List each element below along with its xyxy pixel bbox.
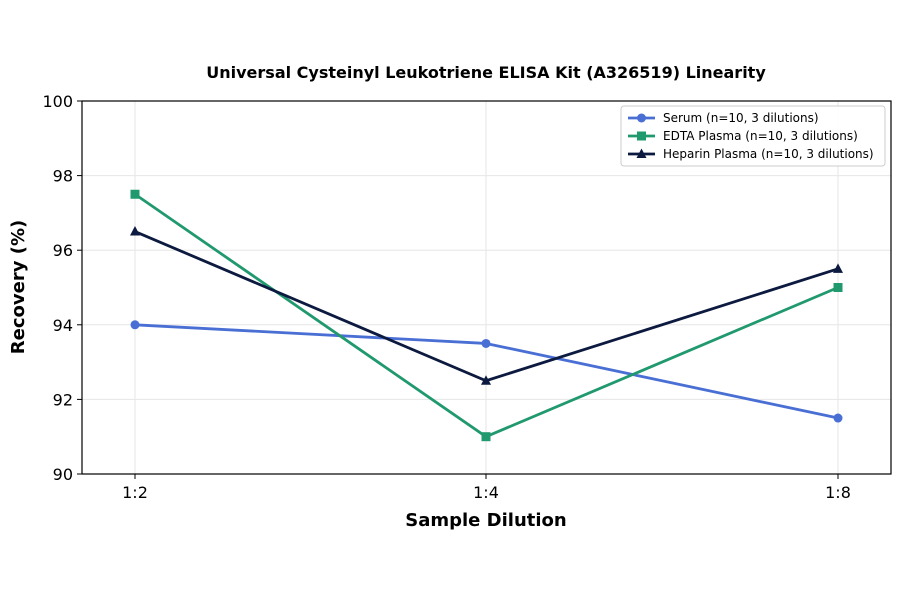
legend-label: Heparin Plasma (n=10, 3 dilutions)	[663, 147, 874, 161]
chart-title: Universal Cysteinyl Leukotriene ELISA Ki…	[206, 63, 766, 82]
data-point	[481, 375, 491, 385]
data-point	[481, 432, 491, 442]
data-point	[130, 226, 140, 236]
legend-marker	[637, 131, 646, 141]
data-point	[833, 263, 843, 273]
x-tick-label: 1:4	[473, 483, 499, 502]
series-circle-group	[130, 320, 843, 423]
series-layer	[130, 189, 843, 442]
data-point	[130, 320, 140, 330]
legend-marker	[637, 113, 646, 123]
y-tick-label: 94	[53, 316, 73, 335]
x-axis-label: Sample Dilution	[405, 510, 566, 531]
data-point	[833, 413, 843, 423]
data-point	[833, 283, 843, 292]
series-square-group	[130, 189, 843, 442]
legend: Serum (n=10, 3 dilutions) EDTA Plasma (n=…	[620, 105, 886, 167]
y-tick-label: 96	[53, 241, 73, 260]
data-point	[130, 189, 140, 199]
y-tick-label: 98	[53, 167, 73, 186]
data-point	[481, 338, 491, 348]
legend-box	[620, 105, 886, 167]
series-triangle-group	[130, 226, 843, 385]
x-tick-label: 1:2	[122, 483, 148, 502]
y-axis-label: Recovery (%)	[8, 220, 29, 354]
x-tick-label: 1:8	[825, 483, 851, 502]
y-tick-label: 90	[53, 465, 73, 484]
y-tick-label: 100	[42, 92, 73, 111]
tick-layer: 90 92 94 96 98 100 1:2 1:4 1:8	[42, 92, 850, 502]
legend-marker	[636, 148, 647, 158]
legend-label: EDTA Plasma (n=10, 3 dilutions)	[663, 129, 858, 143]
legend-label: Serum (n=10, 3 dilutions)	[663, 111, 819, 125]
y-tick-label: 92	[53, 390, 73, 409]
